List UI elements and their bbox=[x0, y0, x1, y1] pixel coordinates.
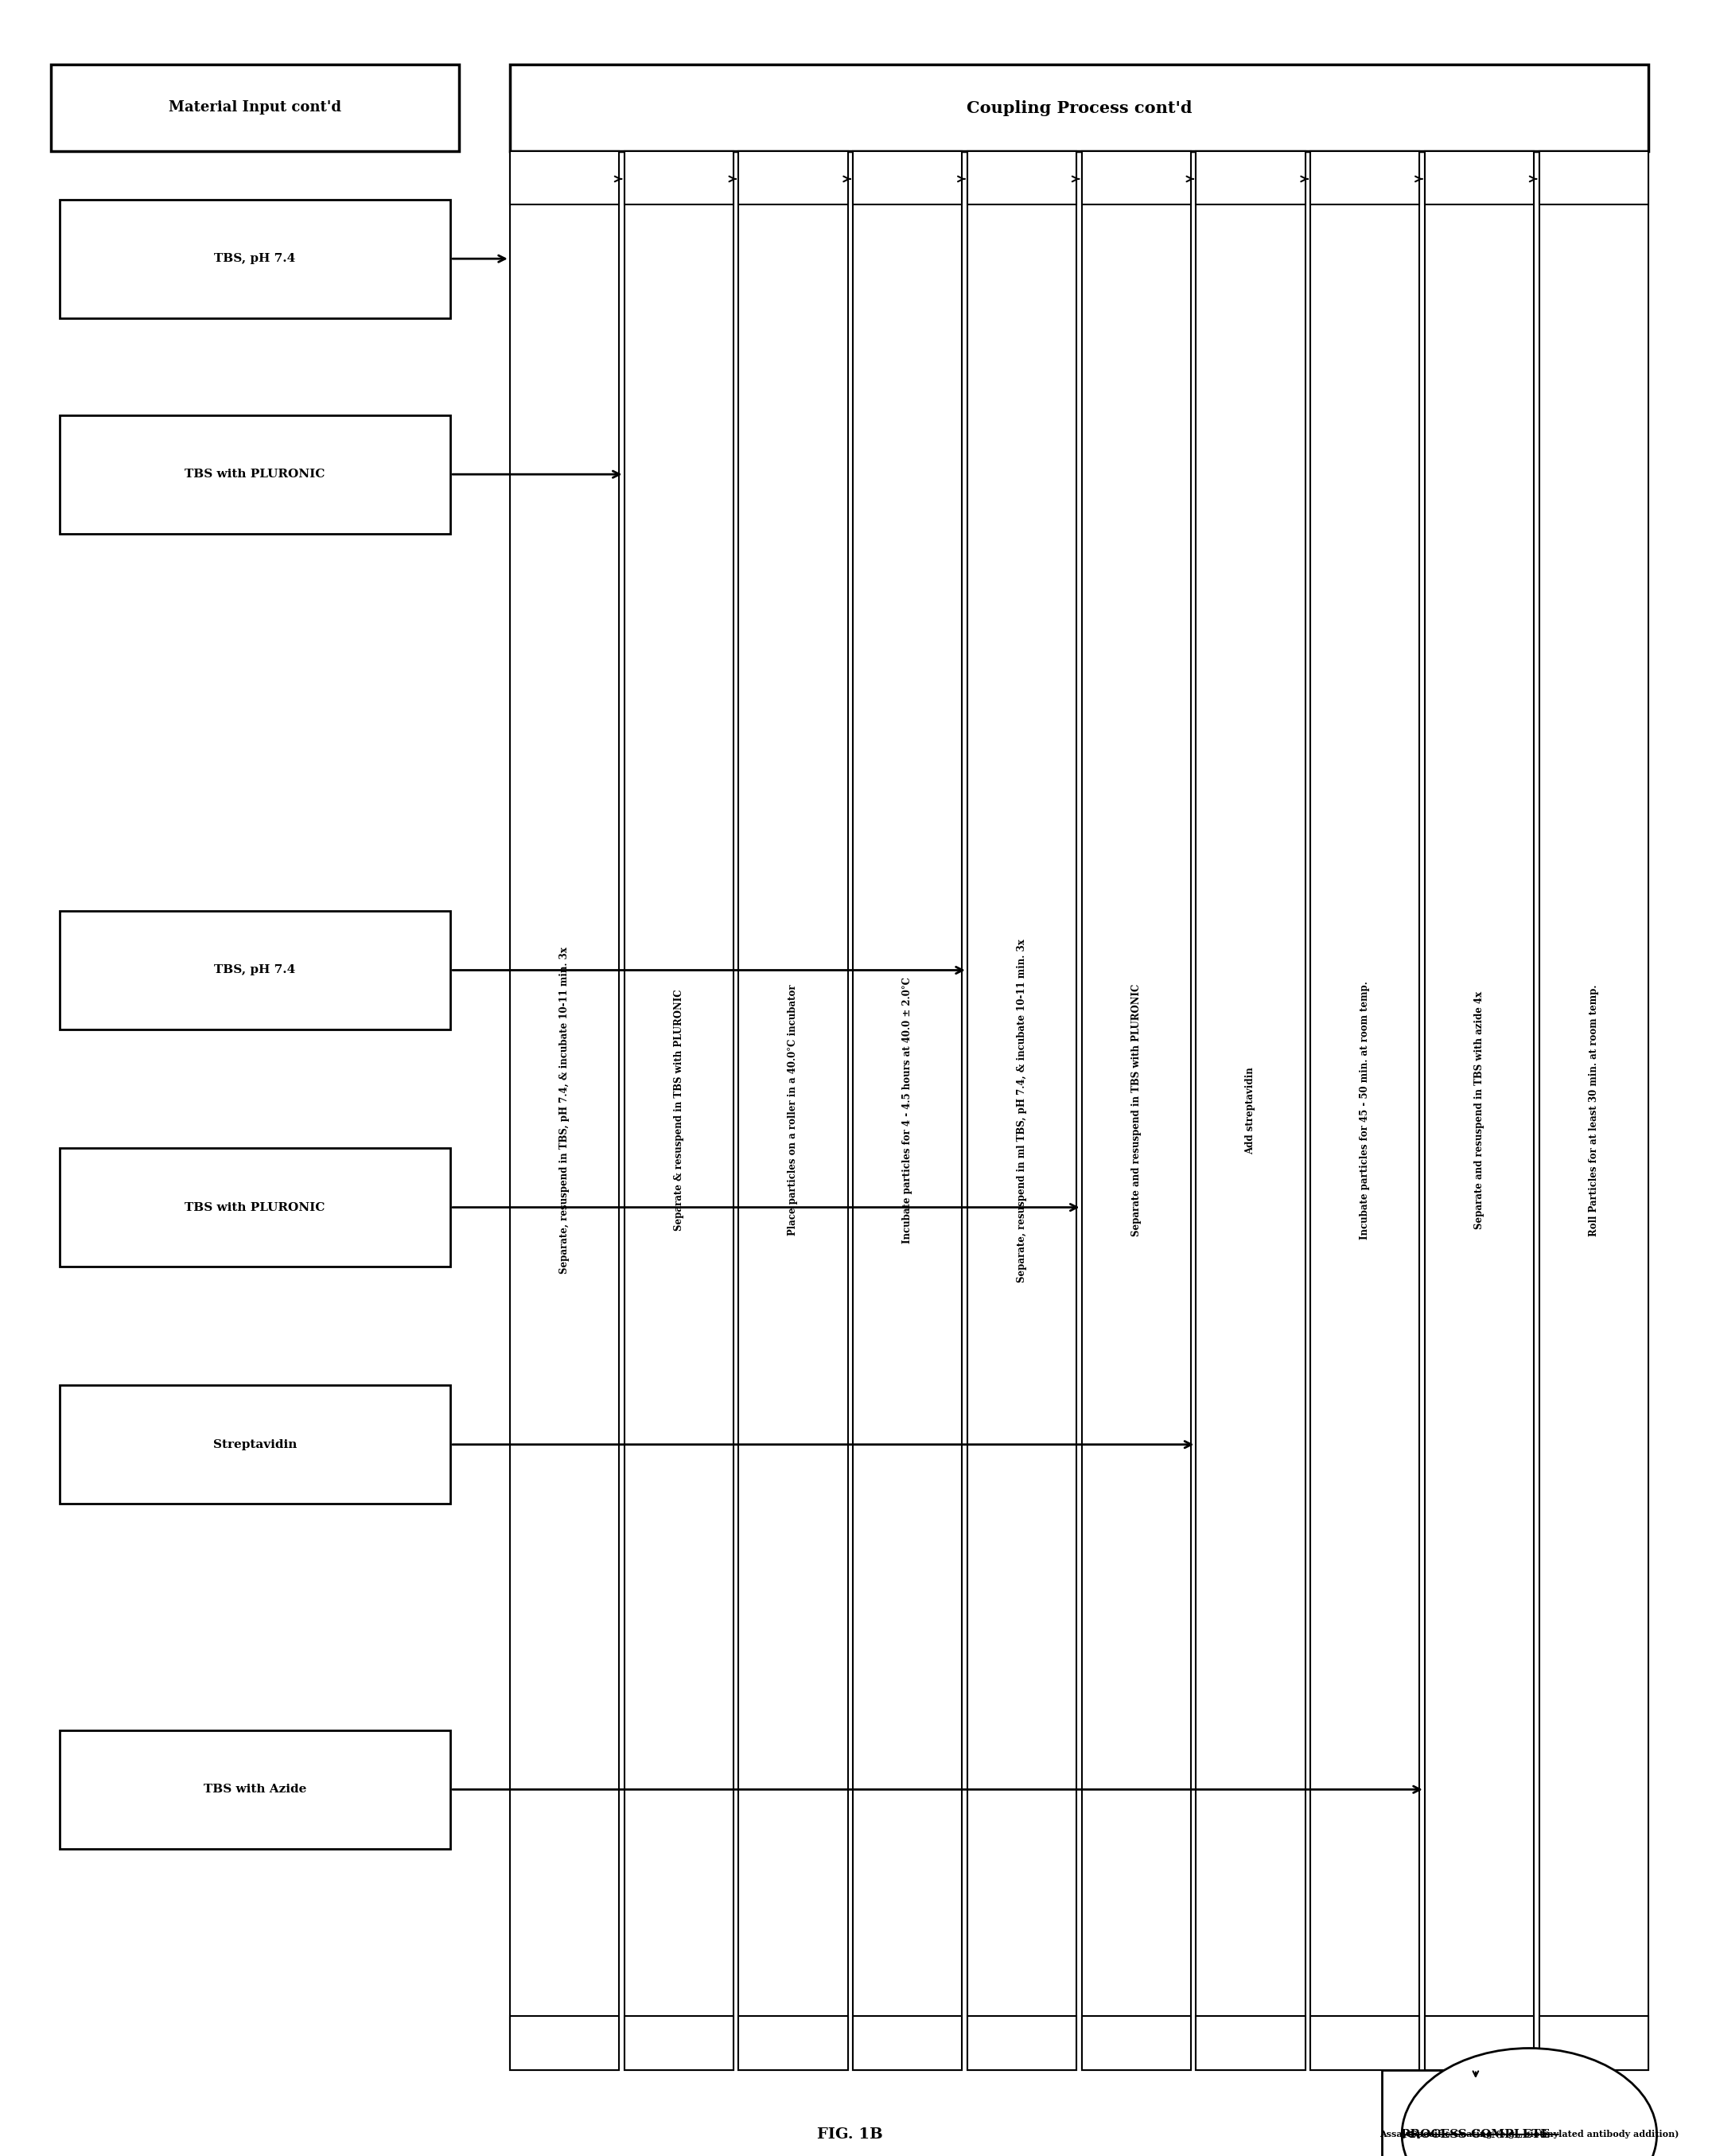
FancyBboxPatch shape bbox=[738, 2016, 848, 2070]
Text: Coupling Process cont'd: Coupling Process cont'd bbox=[966, 99, 1193, 116]
FancyBboxPatch shape bbox=[1539, 151, 1649, 2070]
Text: Incubate particles for 4 - 4.5 hours at 40.0 ± 2.0°C: Incubate particles for 4 - 4.5 hours at … bbox=[903, 977, 913, 1244]
FancyBboxPatch shape bbox=[51, 65, 458, 151]
Text: Add streptavidin: Add streptavidin bbox=[1246, 1067, 1256, 1153]
Text: Separate and resuspend in TBS with azide 4x: Separate and resuspend in TBS with azide… bbox=[1474, 992, 1484, 1229]
FancyBboxPatch shape bbox=[60, 414, 450, 533]
FancyBboxPatch shape bbox=[1424, 151, 1534, 205]
FancyBboxPatch shape bbox=[968, 2016, 1076, 2070]
FancyBboxPatch shape bbox=[60, 1147, 450, 1268]
FancyBboxPatch shape bbox=[1424, 151, 1534, 2070]
Text: Assay Specific Coating (e.g., biotinylated antibody addition): Assay Specific Coating (e.g., biotinylat… bbox=[1380, 2130, 1678, 2139]
Text: Material Input cont'd: Material Input cont'd bbox=[168, 101, 341, 114]
FancyBboxPatch shape bbox=[968, 151, 1076, 205]
FancyBboxPatch shape bbox=[510, 151, 619, 205]
FancyBboxPatch shape bbox=[738, 151, 848, 205]
FancyBboxPatch shape bbox=[1081, 151, 1191, 205]
Text: Separate and resuspend in TBS with PLURONIC: Separate and resuspend in TBS with PLURO… bbox=[1131, 983, 1141, 1238]
Text: Place particles on a roller in a 40.0°C incubator: Place particles on a roller in a 40.0°C … bbox=[788, 985, 798, 1235]
Text: Streptavidin: Streptavidin bbox=[213, 1438, 297, 1451]
Text: TBS with Azide: TBS with Azide bbox=[204, 1783, 307, 1796]
FancyBboxPatch shape bbox=[1311, 151, 1419, 2070]
FancyBboxPatch shape bbox=[968, 151, 1076, 2070]
FancyBboxPatch shape bbox=[625, 151, 733, 2070]
FancyBboxPatch shape bbox=[1311, 2016, 1419, 2070]
Text: PROCESS COMPLETE: PROCESS COMPLETE bbox=[1402, 2128, 1550, 2141]
Text: Separate, resuspend in TBS, pH 7.4, & incubate 10-11 min. 3x: Separate, resuspend in TBS, pH 7.4, & in… bbox=[559, 946, 570, 1274]
Text: Separate & resuspend in TBS with PLURONIC: Separate & resuspend in TBS with PLURONI… bbox=[674, 990, 685, 1231]
FancyBboxPatch shape bbox=[1196, 151, 1306, 205]
Text: Incubate particles for 45 - 50 min. at room temp.: Incubate particles for 45 - 50 min. at r… bbox=[1359, 981, 1369, 1240]
FancyBboxPatch shape bbox=[625, 2016, 733, 2070]
Text: TBS, pH 7.4: TBS, pH 7.4 bbox=[214, 964, 295, 977]
FancyBboxPatch shape bbox=[1539, 2016, 1649, 2070]
Text: FIG. 1B: FIG. 1B bbox=[817, 2128, 882, 2141]
FancyBboxPatch shape bbox=[853, 2016, 963, 2070]
FancyBboxPatch shape bbox=[853, 151, 963, 205]
FancyBboxPatch shape bbox=[60, 198, 450, 317]
FancyBboxPatch shape bbox=[60, 1729, 450, 1848]
Text: TBS, pH 7.4: TBS, pH 7.4 bbox=[214, 252, 295, 265]
Text: TBS with PLURONIC: TBS with PLURONIC bbox=[185, 1201, 324, 1214]
FancyBboxPatch shape bbox=[1311, 151, 1419, 205]
FancyBboxPatch shape bbox=[1424, 2016, 1534, 2070]
FancyBboxPatch shape bbox=[60, 1386, 450, 1505]
Text: Roll Particles for at least 30 min. at room temp.: Roll Particles for at least 30 min. at r… bbox=[1589, 985, 1599, 1235]
FancyBboxPatch shape bbox=[60, 910, 450, 1028]
FancyBboxPatch shape bbox=[1196, 151, 1306, 2070]
Text: TBS with PLURONIC: TBS with PLURONIC bbox=[185, 468, 324, 481]
FancyBboxPatch shape bbox=[510, 151, 619, 2070]
FancyBboxPatch shape bbox=[1539, 151, 1649, 205]
FancyBboxPatch shape bbox=[853, 151, 963, 2070]
FancyBboxPatch shape bbox=[1196, 2016, 1306, 2070]
FancyBboxPatch shape bbox=[510, 65, 1649, 151]
FancyBboxPatch shape bbox=[1381, 2070, 1568, 2156]
FancyBboxPatch shape bbox=[625, 151, 733, 205]
Ellipse shape bbox=[1402, 2048, 1656, 2156]
FancyBboxPatch shape bbox=[510, 2016, 619, 2070]
Text: Separate, resuspend in ml TBS, pH 7.4, & incubate 10-11 min. 3x: Separate, resuspend in ml TBS, pH 7.4, &… bbox=[1016, 938, 1028, 1283]
FancyBboxPatch shape bbox=[1081, 151, 1191, 2070]
FancyBboxPatch shape bbox=[1081, 2016, 1191, 2070]
FancyBboxPatch shape bbox=[738, 151, 848, 2070]
